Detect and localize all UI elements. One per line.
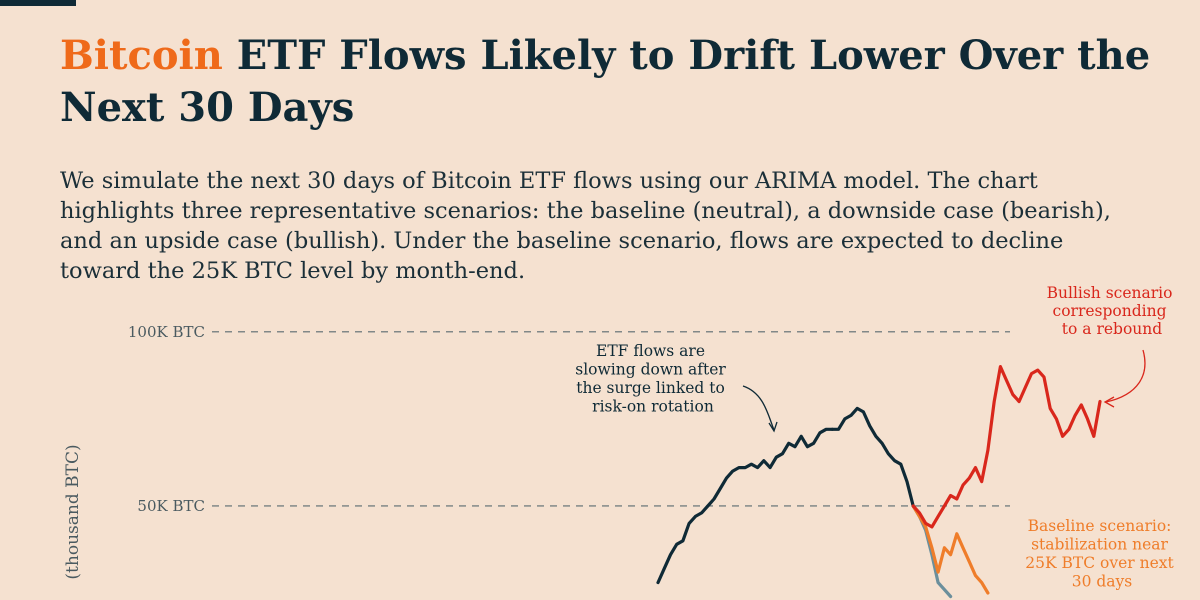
annotation-bullish-arrow <box>1105 349 1146 403</box>
title-rest: ETF Flows Likely to Drift Lower Over the… <box>60 32 1151 131</box>
series-line-baseline <box>911 504 990 595</box>
annotation-bullish: Bullish scenario corresponding to a rebo… <box>1047 284 1178 338</box>
annotation-etf-slowing: ETF flows are slowing down after the sur… <box>575 342 730 416</box>
annotation-etf-slowing-line: risk-on rotation <box>592 398 714 416</box>
y-grid: 100K BTC 50K BTC <box>128 323 1010 515</box>
series-line-bullish <box>911 365 1102 529</box>
annotation-baseline-line: stabilization near <box>1031 536 1168 554</box>
annotation-etf-slowing-line: slowing down after <box>575 361 726 379</box>
annotation-bullish-line: corresponding <box>1053 302 1167 320</box>
annotation-etf-slowing-arrowhead <box>768 421 778 433</box>
y-tick-label: 50K BTC <box>137 497 205 515</box>
annotation-bullish-line: to a rebound <box>1062 320 1162 338</box>
corner-accent-bar <box>0 0 76 6</box>
annotation-bullish-arrowhead <box>1103 396 1115 408</box>
chart-description: We simulate the next 30 days of Bitcoin … <box>60 168 1111 284</box>
annotation-baseline-line: 25K BTC over next <box>1025 554 1174 572</box>
series-lines <box>656 365 1102 599</box>
series-line-historical <box>656 427 834 585</box>
annotation-baseline-line: 30 days <box>1072 573 1133 591</box>
annotation-bullish-line: Bullish scenario <box>1047 284 1173 302</box>
page-title: Bitcoin ETF Flows Likely to Drift Lower … <box>60 30 1160 134</box>
y-axis-label: (thousand BTC) <box>63 444 83 579</box>
title-accent: Bitcoin <box>60 32 223 79</box>
annotation-etf-slowing-line: ETF flows are <box>596 342 705 360</box>
series-line-historical-peak <box>830 406 915 508</box>
annotation-etf-slowing-line: the surge linked to <box>576 379 725 397</box>
annotation-baseline-line: Baseline scenario: <box>1028 517 1172 535</box>
annotation-etf-slowing-arrow <box>742 385 775 431</box>
y-tick-label: 100K BTC <box>128 323 205 341</box>
annotation-baseline: Baseline scenario: stabilization near 25… <box>1025 517 1178 591</box>
